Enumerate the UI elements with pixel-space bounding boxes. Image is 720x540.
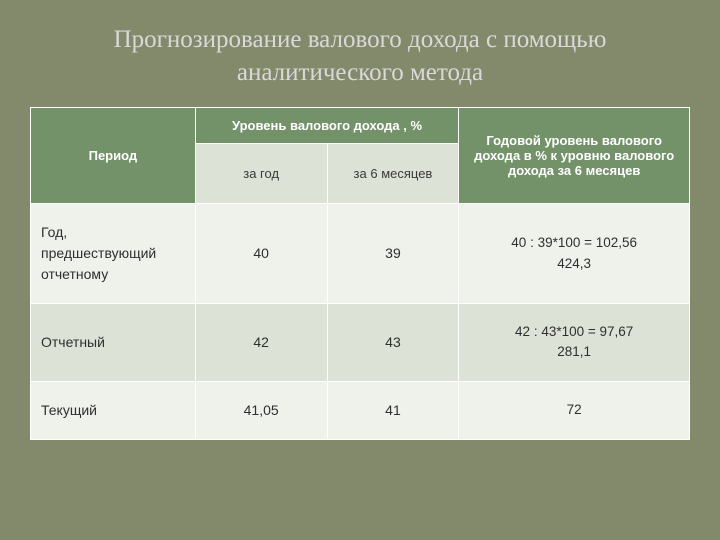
cell-year: 40 <box>195 204 327 304</box>
table-body: Год, предшествующий отчетному 40 39 40 :… <box>31 204 690 440</box>
cell-6m: 41 <box>327 381 459 439</box>
cell-year: 42 <box>195 304 327 382</box>
annual-line2: 281,1 <box>469 342 679 362</box>
cell-period: Отчетный <box>31 304 196 382</box>
cell-year: 41,05 <box>195 381 327 439</box>
annual-line1: 40 : 39*100 = 102,56 <box>469 233 679 253</box>
slide-title: Прогнозирование валового дохода с помощь… <box>30 24 690 89</box>
subcol-year: за год <box>195 144 327 204</box>
table-row: Текущий 41,05 41 72 <box>31 381 690 439</box>
annual-line1: 72 <box>469 400 679 420</box>
col-annual: Годовой уровень валового дохода в % к ур… <box>459 108 690 204</box>
cell-annual: 42 : 43*100 = 97,67 281,1 <box>459 304 690 382</box>
income-table: Период Уровень валового дохода , % Годов… <box>30 107 690 440</box>
table-row: Отчетный 42 43 42 : 43*100 = 97,67 281,1 <box>31 304 690 382</box>
cell-period: Текущий <box>31 381 196 439</box>
cell-period: Год, предшествующий отчетному <box>31 204 196 304</box>
col-level-span: Уровень валового дохода , % <box>195 108 459 144</box>
annual-line2: 424,3 <box>469 254 679 274</box>
cell-6m: 43 <box>327 304 459 382</box>
subcol-6m: за 6 месяцев <box>327 144 459 204</box>
table-header: Период Уровень валового дохода , % Годов… <box>31 108 690 204</box>
cell-6m: 39 <box>327 204 459 304</box>
table-row: Год, предшествующий отчетному 40 39 40 :… <box>31 204 690 304</box>
cell-annual: 40 : 39*100 = 102,56 424,3 <box>459 204 690 304</box>
col-period: Период <box>31 108 196 204</box>
annual-line1: 42 : 43*100 = 97,67 <box>469 322 679 342</box>
cell-annual: 72 <box>459 381 690 439</box>
slide: Прогнозирование валового дохода с помощь… <box>0 0 720 540</box>
